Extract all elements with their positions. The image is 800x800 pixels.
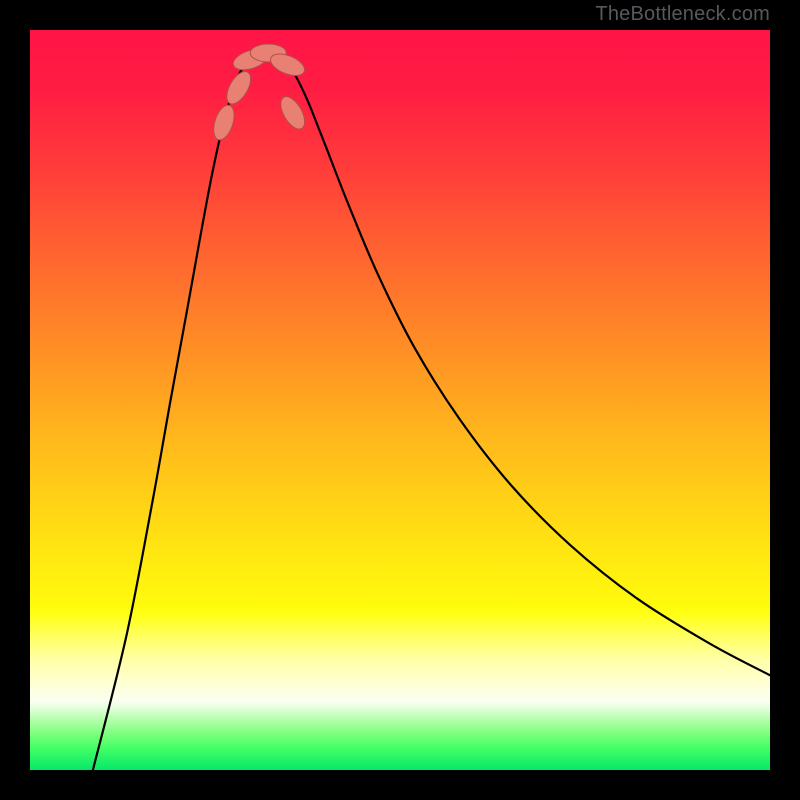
bottleneck-chart <box>30 30 770 770</box>
chart-frame <box>30 30 770 770</box>
watermark-text: TheBottleneck.com <box>595 0 770 28</box>
chart-background <box>30 30 770 770</box>
